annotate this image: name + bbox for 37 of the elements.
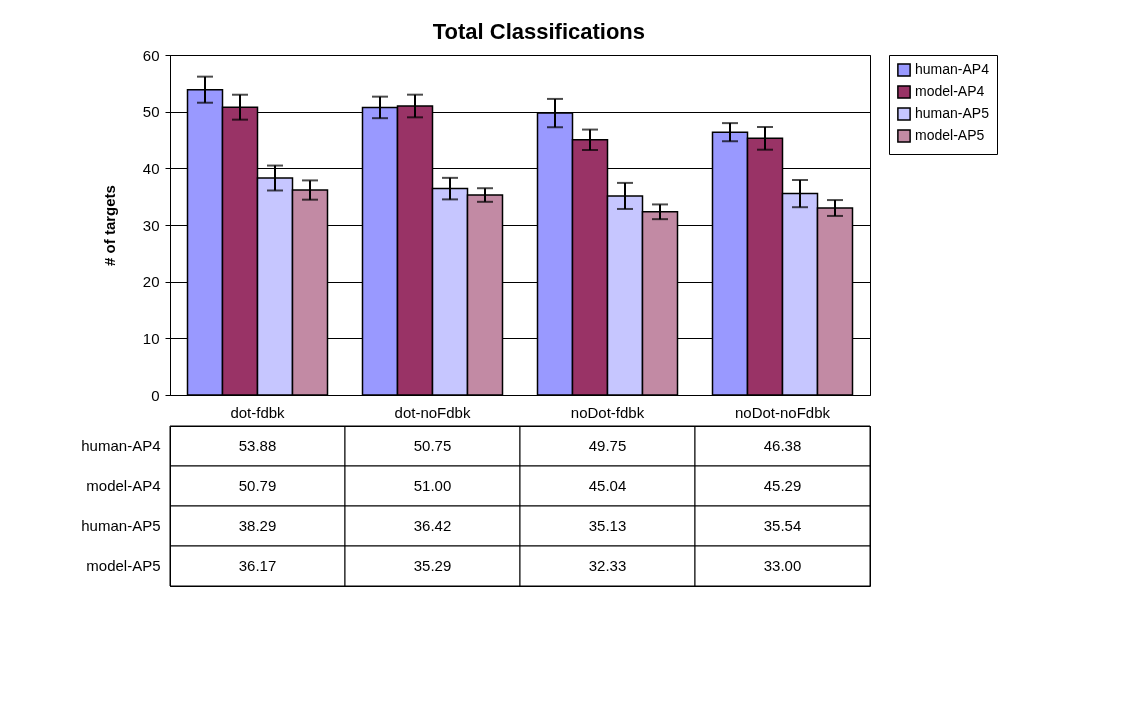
data-label: 45.04	[588, 477, 627, 494]
x-tick-label: noDot-fdbk	[570, 403, 645, 421]
data-label: 49.75	[588, 437, 627, 454]
text: model-AP5	[86, 557, 161, 574]
y-tick-label: 10	[142, 329, 160, 347]
y-tick-label: 0	[151, 386, 160, 404]
x-tick-label: dot-noFdbk	[394, 403, 471, 421]
text: human-AP5	[81, 517, 161, 534]
x-tick-label: dot-fdbk	[230, 403, 286, 421]
legend-label: model-AP5	[915, 127, 985, 143]
text: human-AP4	[81, 437, 161, 454]
y-tick-label: 50	[142, 103, 160, 121]
data-label: 35.54	[763, 517, 802, 534]
data-label: 35.29	[413, 557, 452, 574]
y-tick-label: 60	[142, 46, 160, 64]
data-label: 50.75	[413, 437, 452, 454]
data-label: 53.88	[238, 437, 277, 454]
data-label: 46.38	[763, 437, 802, 454]
data-label: 38.29	[238, 517, 277, 534]
y-tick-label: 40	[142, 159, 160, 177]
data-label: 50.79	[238, 477, 277, 494]
y-tick-label: 20	[142, 273, 160, 291]
legend-label: human-AP4	[915, 61, 990, 77]
data-label: 36.42	[413, 517, 452, 534]
data-label: 32.33	[588, 557, 627, 574]
legend-label: human-AP5	[915, 105, 990, 121]
data-label: 35.13	[588, 517, 627, 534]
data-label: 45.29	[763, 477, 802, 494]
x-tick-label: noDot-noFdbk	[734, 403, 831, 421]
data-label: 51.00	[413, 477, 452, 494]
data-label: 36.17	[238, 557, 277, 574]
chart-title: Total Classifications	[432, 18, 646, 44]
text: model-AP4	[86, 477, 161, 494]
y-tick-label: 30	[142, 216, 160, 234]
legend-label: model-AP4	[915, 83, 985, 99]
data-label: 33.00	[763, 557, 802, 574]
y-axis-title: # of targets	[100, 185, 118, 266]
